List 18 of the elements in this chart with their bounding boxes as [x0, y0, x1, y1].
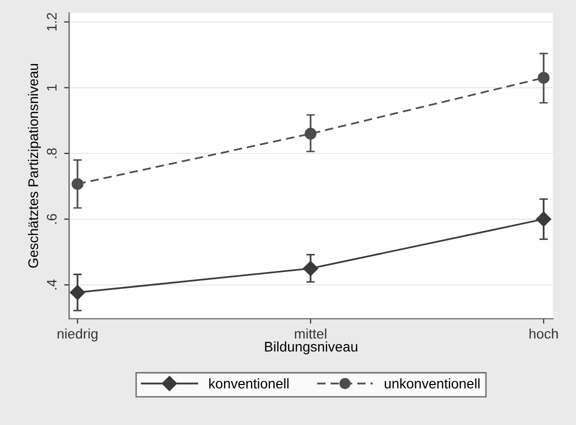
y-tick-label: 1 [46, 84, 57, 90]
legend-label: konventionell [209, 378, 289, 389]
x-tick-label: mittel [294, 328, 326, 339]
point [538, 72, 550, 84]
x-tick-label: niedrig [58, 328, 98, 342]
point [304, 128, 316, 140]
y-tick-label: .8 [46, 148, 57, 158]
y-axis-title: Geschätztes Partizipationsniveau [28, 64, 41, 268]
y-tick-label: 1.2 [46, 12, 57, 31]
x-axis-title: Bildungsniveau [265, 341, 358, 354]
point [303, 260, 318, 276]
y-tick-label: .4 [46, 280, 57, 290]
y-tick-label: .6 [46, 214, 57, 224]
legend-label: unkonventionell [384, 378, 480, 389]
point [72, 178, 84, 190]
point [70, 284, 86, 300]
point [536, 212, 552, 227]
x-tick-label: hoch [530, 328, 558, 339]
